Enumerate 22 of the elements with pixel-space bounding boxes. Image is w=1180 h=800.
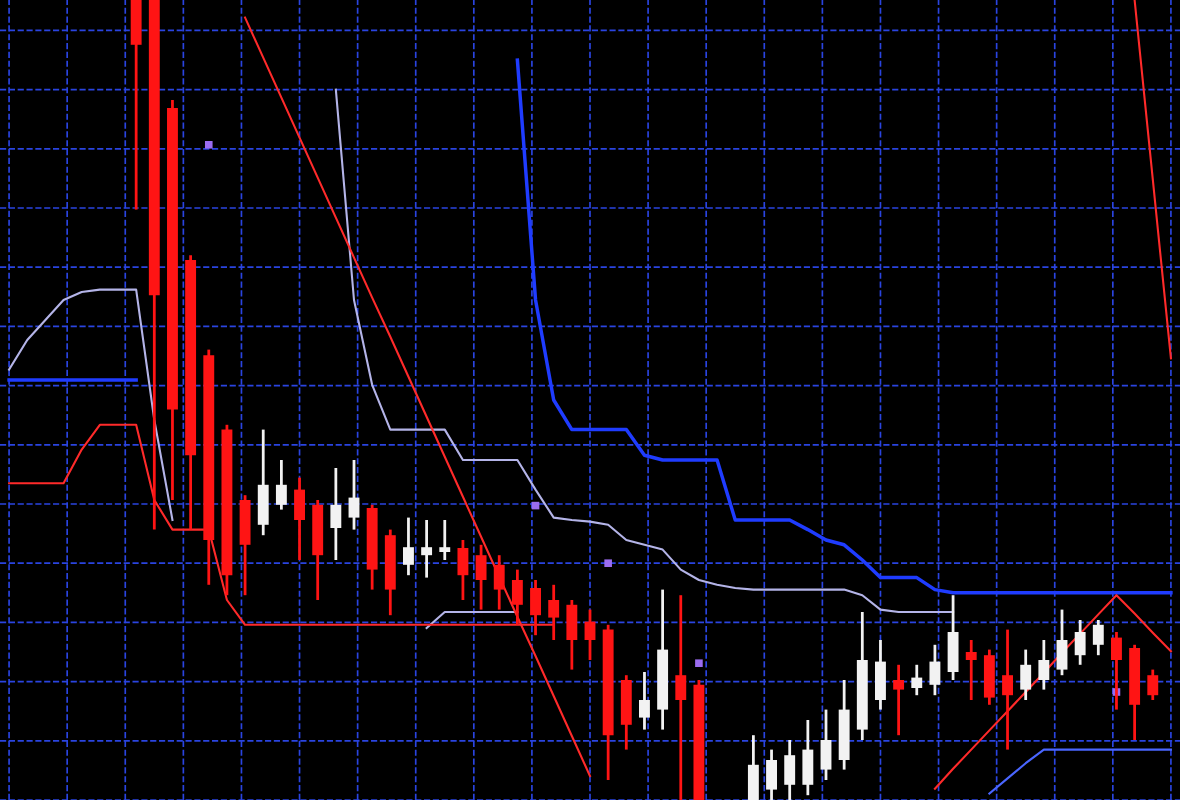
candlestick xyxy=(348,458,360,531)
candlestick xyxy=(911,663,923,697)
candlestick xyxy=(893,663,905,737)
candlestick xyxy=(639,670,650,731)
candlestick xyxy=(548,583,560,642)
candlestick xyxy=(439,518,451,562)
candlestick xyxy=(965,638,977,702)
candlestick xyxy=(1092,618,1104,657)
candlestick xyxy=(403,516,414,577)
candlestick xyxy=(421,518,433,579)
candlestick xyxy=(584,608,596,662)
candlestick xyxy=(1002,628,1013,751)
candlestick xyxy=(1074,618,1086,667)
candlestick xyxy=(1147,668,1159,702)
candlestick xyxy=(330,466,342,562)
point xyxy=(204,141,213,149)
candlestick xyxy=(275,458,287,511)
candlestick xyxy=(929,643,941,697)
candlestick xyxy=(675,593,687,800)
point xyxy=(604,559,612,567)
point xyxy=(695,659,703,667)
candlestick xyxy=(1038,638,1050,691)
